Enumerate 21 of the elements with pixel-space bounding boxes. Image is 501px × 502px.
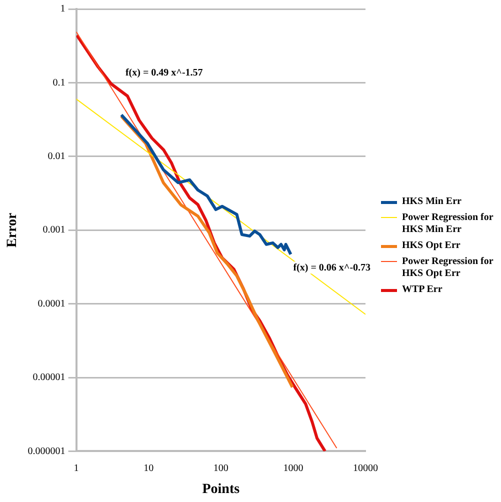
- legend-label: WTP Err: [402, 284, 442, 296]
- x-tick-label: 10000: [353, 462, 378, 474]
- annotation: f(x) = 0.49 x^-1.57: [125, 68, 203, 79]
- legend-label: HKS Opt Err: [402, 240, 460, 252]
- x-axis-title: Points: [202, 482, 240, 498]
- x-tick-label: 1: [74, 462, 79, 474]
- legend-label: HKS Min Err: [402, 196, 462, 208]
- y-tick-label: 0.00001: [32, 372, 66, 384]
- y-tick-label: 0.000001: [28, 446, 66, 457]
- y-tick-label: 0.1: [52, 77, 66, 88]
- legend-label: Power Regression for HKS Opt Err: [402, 256, 494, 280]
- y-tick-label: 0.01: [48, 151, 66, 162]
- y-tick-label: 1: [60, 4, 66, 15]
- legend-label: Power Regression for HKS Min Err: [402, 212, 494, 236]
- annotation: f(x) = 0.06 x^-0.73: [293, 262, 371, 274]
- y-tick-label: 0.001: [42, 224, 66, 236]
- y-tick-label: 0.0001: [38, 298, 66, 310]
- x-tick-label: 10: [144, 462, 154, 474]
- y-axis-title: Error: [5, 212, 20, 248]
- x-tick-label: 100: [213, 462, 228, 474]
- x-tick-label: 1000: [283, 462, 304, 474]
